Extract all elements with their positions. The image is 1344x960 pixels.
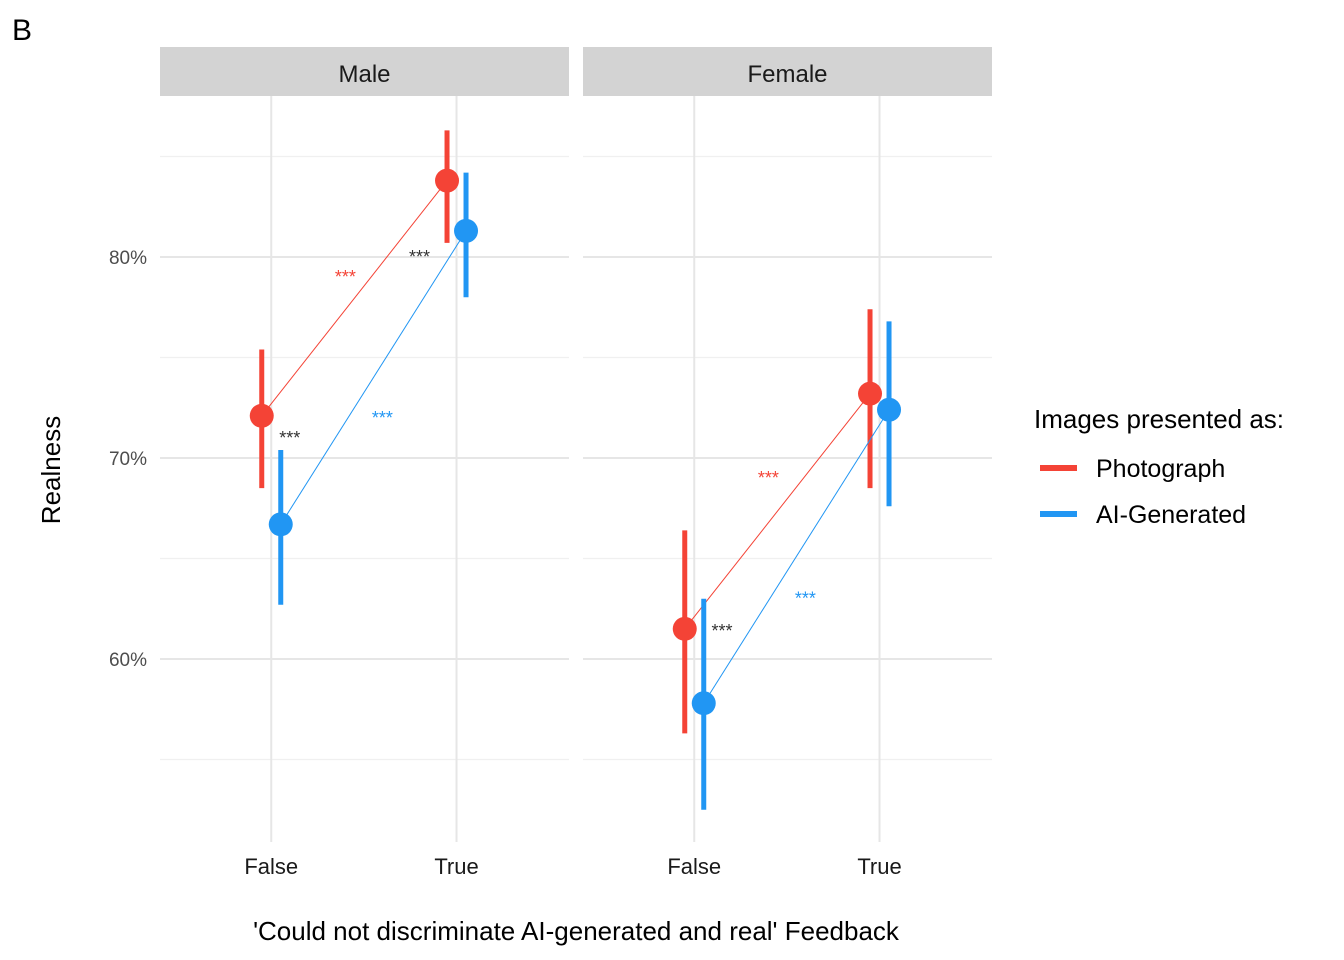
x-tick-label: True bbox=[434, 854, 478, 879]
series-line-photograph bbox=[684, 393, 871, 630]
y-axis-title: Realness bbox=[36, 416, 66, 524]
significance-marker: *** bbox=[409, 247, 430, 267]
axes: Realness 'Could not discriminate AI-gene… bbox=[36, 416, 900, 946]
x-tick-label: False bbox=[667, 854, 721, 879]
strip-background bbox=[160, 47, 569, 96]
series-line-photograph bbox=[261, 180, 448, 417]
data-point bbox=[454, 218, 479, 243]
legend-title: Images presented as: bbox=[1034, 404, 1284, 434]
facet-male: Male False True 60% 70% 80% *** *** *** *** bbox=[109, 47, 569, 879]
data-point bbox=[877, 397, 902, 422]
panel-letter: B bbox=[12, 14, 33, 47]
series-line-ai-generated bbox=[280, 230, 467, 525]
data-point bbox=[268, 512, 293, 537]
strip-label: Female bbox=[747, 61, 827, 88]
strip-background bbox=[583, 47, 992, 96]
significance-marker: *** bbox=[712, 621, 733, 641]
significance-marker: *** bbox=[279, 428, 300, 448]
significance-marker: *** bbox=[335, 267, 356, 287]
facet-female: Female False True *** *** *** bbox=[583, 47, 992, 879]
significance-marker: *** bbox=[795, 589, 816, 609]
legend-label: AI-Generated bbox=[1096, 501, 1246, 529]
data-point bbox=[858, 381, 883, 406]
series-line-ai-generated bbox=[703, 409, 890, 704]
x-tick-label: False bbox=[244, 854, 298, 879]
significance-marker: *** bbox=[372, 408, 393, 428]
data-point bbox=[249, 403, 274, 428]
legend: Images presented as: Photograph AI-Genera… bbox=[1034, 404, 1284, 529]
strip-label: Male bbox=[338, 61, 390, 88]
y-tick-label: 70% bbox=[109, 449, 147, 470]
legend-label: Photograph bbox=[1096, 455, 1225, 483]
data-point bbox=[691, 691, 716, 716]
significance-marker: *** bbox=[758, 468, 779, 488]
x-tick-label: True bbox=[857, 854, 901, 879]
y-tick-label: 80% bbox=[109, 248, 147, 269]
data-point bbox=[435, 168, 460, 193]
y-tick-label: 60% bbox=[109, 650, 147, 671]
x-axis-title: 'Could not discriminate AI-generated and… bbox=[253, 916, 900, 946]
data-point bbox=[672, 616, 697, 641]
